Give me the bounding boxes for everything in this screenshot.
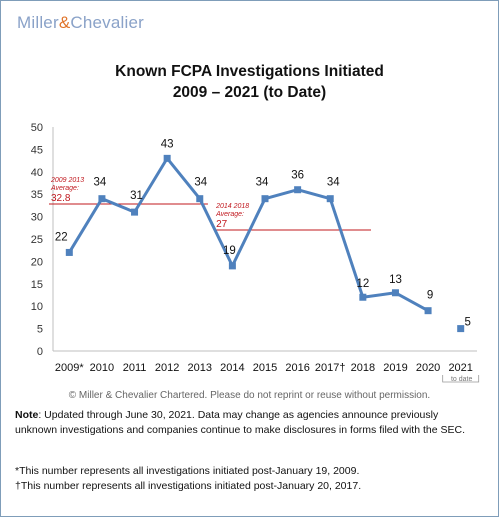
x-tick-label: 2009* [55,362,84,374]
x-tick-label: 2014 [220,362,244,374]
average-label-years: 2009 2013 [50,177,84,184]
brand-logo: Miller&Chevalier [17,13,144,33]
y-tick-label: 30 [31,212,43,224]
y-tick-label: 35 [31,189,43,201]
y-tick-label: 15 [31,279,43,291]
x-tick-label: 2017† [315,362,346,374]
data-point [228,262,236,270]
x-tick-label: 2020 [416,362,440,374]
data-point [163,154,171,162]
x-tick-label: 2013 [188,362,212,374]
data-label: 34 [94,177,107,189]
y-tick-label: 0 [37,346,43,358]
data-point [98,195,106,203]
brand-name-left: Miller [17,13,59,32]
x-tick-label: 2018 [351,362,375,374]
x-tick-label: 2016 [285,362,309,374]
x-tick-label: 2010 [90,362,114,374]
y-tick-label: 45 [31,144,43,156]
data-point [326,195,334,203]
y-tick-label: 5 [37,324,43,336]
data-label: 34 [256,177,269,189]
y-tick-label: 40 [31,167,43,179]
data-point [65,248,73,256]
data-point [131,208,139,216]
x-tick-label: 2015 [253,362,277,374]
data-point [391,289,399,297]
brand-name-right: Chevalier [70,13,144,32]
data-label: 34 [327,177,340,189]
data-point [294,186,302,194]
note-label: Note [15,409,39,421]
average-label-text: Average: [215,211,244,218]
x-tick-label: 2011 [123,362,147,374]
x-tick-label: 2021 [448,362,472,374]
data-label: 9 [427,290,433,302]
average-label-text: Average: [50,185,79,192]
data-label: 19 [223,245,236,257]
data-label: 31 [130,190,143,202]
data-label: 22 [55,231,68,243]
to-date-note: to date [451,376,473,383]
brand-ampersand: & [58,13,71,32]
data-point [359,293,367,301]
note-body: : Updated through June 30, 2021. Data ma… [15,409,465,436]
chart-title: Known FCPA Investigations Initiated [115,63,384,80]
note-text: Note: Updated through June 30, 2021. Dat… [15,408,481,438]
data-label: 5 [464,317,470,329]
data-label: 12 [356,278,369,290]
x-tick-label: 2019 [383,362,407,374]
y-tick-label: 25 [31,234,43,246]
line-chart: 0 5 10 15 20 25 30 35 40 45 50 2009* 2010 2011 2012 201… [31,122,480,383]
data-label: 36 [291,170,304,182]
footnote-2017: †This number represents all investigatio… [15,480,362,492]
x-tick-label: 2012 [155,362,179,374]
average-value: 32.8 [51,193,71,204]
series-line [68,156,429,312]
copyright-text: © Miller & Chevalier Chartered. Please d… [68,390,431,401]
data-point [424,307,432,315]
chart-subtitle: 2009 – 2021 (to Date) [172,84,327,101]
data-label: 43 [161,138,174,150]
average-value: 27 [216,219,228,230]
y-tick-label: 50 [31,122,43,134]
data-point [261,195,269,203]
data-point [196,195,204,203]
y-tick-label: 10 [31,301,43,313]
data-label: 13 [389,274,402,286]
to-date-bracket [442,375,480,383]
data-point [457,325,465,333]
data-label: 34 [194,177,207,189]
average-label-years: 2014 2018 [215,203,249,210]
y-tick-label: 20 [31,256,43,268]
footnote-2009: *This number represents all investigatio… [15,465,360,477]
